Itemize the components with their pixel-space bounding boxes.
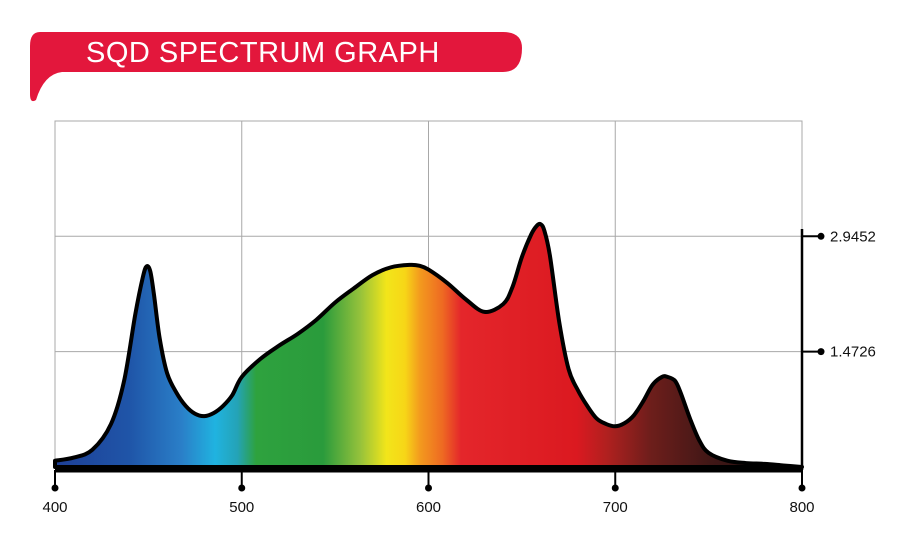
x-tick-dot [51,484,59,492]
x-tick-label: 400 [42,499,67,516]
y-tick-dot [817,348,825,356]
x-tick-label: 800 [789,499,814,516]
y-axis: 1.4726 2.9452 [800,228,876,470]
x-tick-dot [611,484,619,492]
x-tick-dot [425,484,432,492]
title-banner-shape [30,32,522,102]
x-tick-label: 600 [416,499,441,516]
x-tick-dot [798,484,806,492]
y-tick-label: 1.4726 [830,344,876,361]
y-tick-dot [817,232,825,240]
spectrum-area [53,221,804,469]
x-tick-dot [238,484,246,492]
x-tick-label: 500 [229,499,254,516]
page-title: SQD SPECTRUM GRAPH [86,37,440,69]
title-banner: SQD SPECTRUM GRAPH [30,32,522,102]
y-tick-label: 2.9452 [830,228,876,245]
x-tick-label: 700 [603,499,628,516]
x-axis: 400 500 600 700 800 [42,467,815,516]
